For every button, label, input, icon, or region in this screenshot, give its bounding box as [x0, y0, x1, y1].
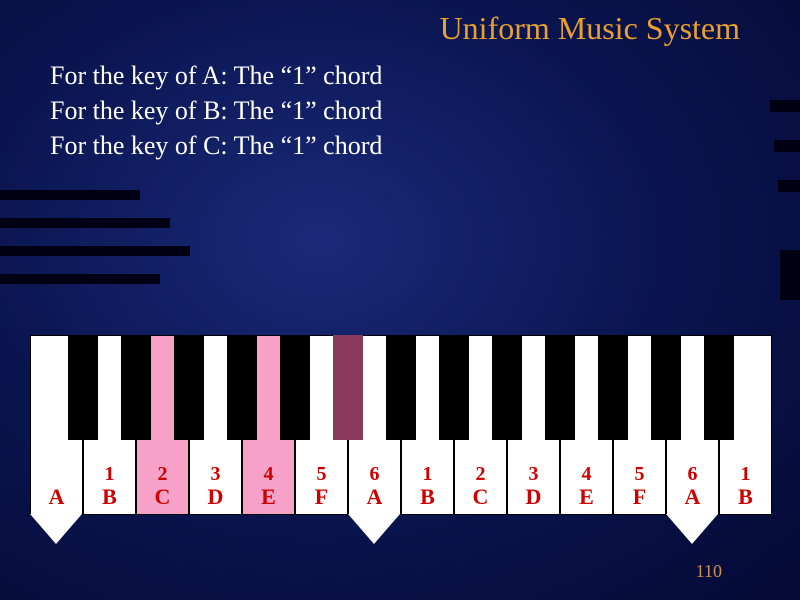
arrow-icon [348, 514, 400, 544]
decor-bar [778, 180, 800, 192]
key-number: 6 [667, 463, 718, 486]
black-key [280, 335, 310, 440]
black-key [386, 335, 416, 440]
black-key [227, 335, 257, 440]
black-key [333, 335, 363, 440]
page-number: 110 [696, 561, 722, 582]
black-key [545, 335, 575, 440]
key-number: 1 [402, 463, 453, 486]
key-letter: C [137, 484, 188, 510]
decor-bar [770, 100, 800, 112]
text-line: For the key of A: The “1” chord [50, 58, 382, 93]
key-letter: E [561, 484, 612, 510]
key-letter: B [84, 484, 135, 510]
key-letter: C [455, 484, 506, 510]
key-number: 5 [614, 463, 665, 486]
decor-bar [0, 246, 190, 256]
decor-bar [0, 274, 160, 284]
key-number: 5 [296, 463, 347, 486]
key-letter: B [720, 484, 771, 510]
black-key [439, 335, 469, 440]
black-key [492, 335, 522, 440]
key-number: 1 [720, 463, 771, 486]
key-letter: E [243, 484, 294, 510]
key-number: 6 [349, 463, 400, 486]
piano-keyboard: A1B2C3D4E5F6A1B2C3D4E5F6A1B [30, 335, 770, 555]
text-line: For the key of C: The “1” chord [50, 128, 382, 163]
key-letter: F [614, 484, 665, 510]
black-key [704, 335, 734, 440]
key-number: 4 [243, 463, 294, 486]
black-key [68, 335, 98, 440]
key-letter: A [667, 484, 718, 510]
decor-bar [780, 250, 800, 300]
slide-text: For the key of A: The “1” chord For the … [50, 58, 382, 163]
black-key [598, 335, 628, 440]
key-letter: D [190, 484, 241, 510]
key-number: 1 [84, 463, 135, 486]
arrow-icon [666, 514, 718, 544]
key-number: 4 [561, 463, 612, 486]
decor-bar [774, 140, 800, 152]
decor-bar [0, 218, 170, 228]
slide-title: Uniform Music System [440, 10, 740, 47]
key-letter: D [508, 484, 559, 510]
key-number: 3 [508, 463, 559, 486]
arrow-icon [30, 514, 82, 544]
key-letter: B [402, 484, 453, 510]
key-number: 3 [190, 463, 241, 486]
key-letter: F [296, 484, 347, 510]
key-number: 2 [137, 463, 188, 486]
key-letter: A [349, 484, 400, 510]
black-key [121, 335, 151, 440]
decor-bar [0, 190, 140, 200]
black-key [174, 335, 204, 440]
key-letter: A [31, 484, 82, 510]
key-number: 2 [455, 463, 506, 486]
text-line: For the key of B: The “1” chord [50, 93, 382, 128]
black-key [651, 335, 681, 440]
